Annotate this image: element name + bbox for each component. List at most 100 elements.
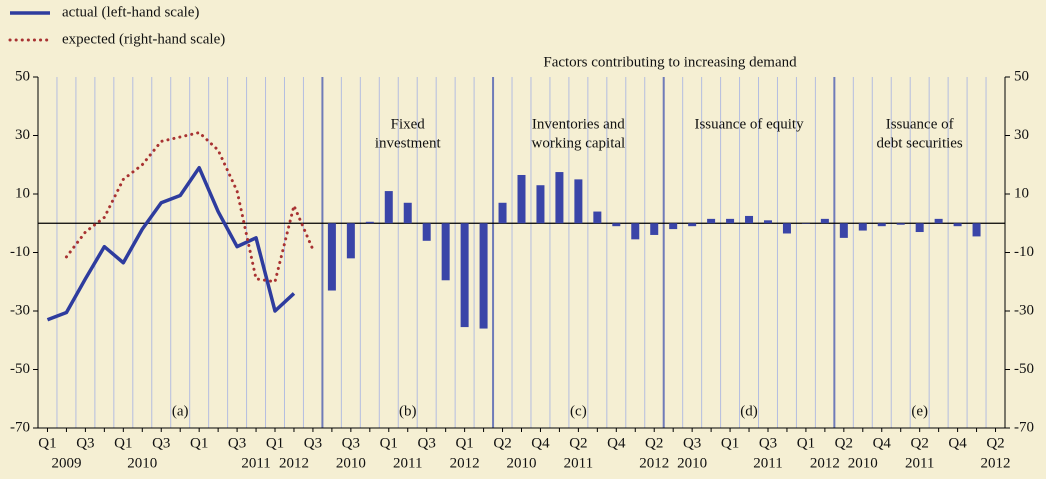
y-tick-label: -50 <box>10 361 30 377</box>
y-tick-label: 50 <box>15 68 30 84</box>
y-tick-label: -30 <box>10 302 30 318</box>
x-tick-label: Q2 <box>569 435 587 451</box>
x-tick-label: Q2 <box>911 435 929 451</box>
panel-title: Inventories and <box>532 116 625 132</box>
y2-tick-label: 50 <box>1014 68 1029 84</box>
x-tick-label: Q4 <box>948 435 967 451</box>
y2-tick-label: 30 <box>1014 127 1029 143</box>
legend-label: actual (left-hand scale) <box>62 4 199 20</box>
x-year-label: 2012 <box>810 455 840 471</box>
bar <box>422 223 431 241</box>
bar <box>479 223 488 329</box>
bar <box>745 215 754 224</box>
bar <box>934 218 943 224</box>
x-tick-label: Q3 <box>418 435 436 451</box>
bar <box>707 218 716 224</box>
x-year-label: 2012 <box>639 455 669 471</box>
bar <box>327 223 336 291</box>
bar <box>858 223 867 231</box>
panel-title: Issuance of equity <box>694 116 804 132</box>
x-year-label: 2011 <box>753 455 782 471</box>
x-year-label: 2010 <box>336 455 366 471</box>
x-tick-label: Q2 <box>645 435 663 451</box>
x-tick-label: Q1 <box>38 435 56 451</box>
y-tick-label: 10 <box>15 185 30 201</box>
y-tick-label: -10 <box>10 244 30 260</box>
x-year-label: 2011 <box>393 455 422 471</box>
y2-tick-label: -50 <box>1014 361 1034 377</box>
x-tick-label: Q1 <box>380 435 398 451</box>
chart-title: Factors contributing to increasing deman… <box>543 54 797 70</box>
bar <box>536 185 545 224</box>
panel-label: (d) <box>740 403 758 419</box>
x-year-label: 2010 <box>127 455 157 471</box>
x-tick-label: Q1 <box>266 435 284 451</box>
bar <box>669 223 678 230</box>
x-year-label: 2010 <box>507 455 537 471</box>
x-tick-label: Q2 <box>835 435 853 451</box>
x-tick-label: Q3 <box>342 435 360 451</box>
bar <box>801 223 810 224</box>
x-tick-label: Q3 <box>683 435 701 451</box>
y-tick-label: -70 <box>10 419 30 435</box>
y2-tick-label: -10 <box>1014 244 1034 260</box>
bar <box>953 223 962 227</box>
panel-label: (c) <box>570 403 587 419</box>
bar <box>498 202 507 224</box>
bar <box>839 223 848 238</box>
x-tick-label: Q3 <box>304 435 322 451</box>
x-tick-label: Q1 <box>455 435 473 451</box>
bar <box>820 218 829 224</box>
panel-title: Issuance of <box>886 116 954 132</box>
x-tick-label: Q4 <box>873 435 892 451</box>
panel-title: debt securities <box>877 135 963 151</box>
bar <box>612 223 621 227</box>
x-tick-label: Q4 <box>531 435 550 451</box>
x-year-label: 2011 <box>564 455 593 471</box>
x-year-label: 2012 <box>981 455 1011 471</box>
bar <box>782 223 791 234</box>
bar <box>763 220 772 224</box>
x-tick-label: Q1 <box>797 435 815 451</box>
panel-label: (a) <box>172 403 189 419</box>
bar <box>650 223 659 235</box>
bar <box>517 174 526 224</box>
bar <box>441 223 450 281</box>
bar <box>555 172 564 224</box>
x-year-label: 2009 <box>51 455 81 471</box>
x-tick-label: Q2 <box>493 435 511 451</box>
bar <box>593 211 602 224</box>
y2-tick-label: -30 <box>1014 302 1034 318</box>
bar <box>346 223 355 259</box>
bar <box>896 223 905 225</box>
x-tick-label: Q1 <box>190 435 208 451</box>
x-year-label: 2010 <box>848 455 878 471</box>
x-tick-label: Q3 <box>152 435 170 451</box>
x-tick-label: Q2 <box>986 435 1004 451</box>
x-tick-label: Q3 <box>76 435 94 451</box>
x-tick-label: Q4 <box>607 435 626 451</box>
x-year-label: 2011 <box>241 455 270 471</box>
bar <box>365 221 374 224</box>
x-year-label: 2010 <box>677 455 707 471</box>
panel-title: working capital <box>532 135 626 151</box>
panel-label: (e) <box>911 403 928 419</box>
series-line <box>64 131 315 284</box>
panel-label: (b) <box>399 403 417 419</box>
series-line <box>46 165 296 322</box>
bar <box>915 223 924 233</box>
bar <box>877 223 886 227</box>
y2-tick-label: 10 <box>1014 185 1029 201</box>
bar <box>726 218 735 224</box>
bar <box>574 179 583 224</box>
x-year-label: 2011 <box>905 455 934 471</box>
legend-label: expected (right-hand scale) <box>62 31 225 47</box>
x-year-label: 2012 <box>279 455 309 471</box>
panel-title: investment <box>375 135 442 151</box>
bar <box>972 223 981 237</box>
x-tick-label: Q3 <box>759 435 777 451</box>
bar <box>460 223 469 328</box>
x-tick-label: Q1 <box>721 435 739 451</box>
bar <box>631 223 640 240</box>
